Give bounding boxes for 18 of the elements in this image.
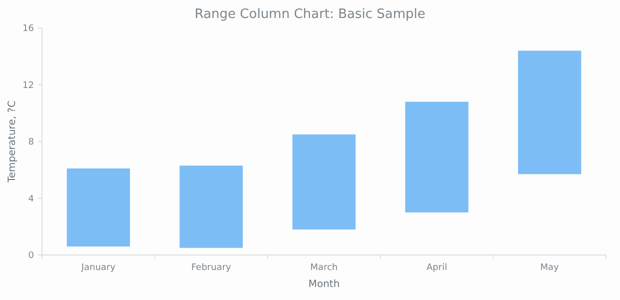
x-tick-label: March (310, 263, 338, 273)
y-axis-title: Temperature, ?C (7, 100, 18, 184)
bar (180, 166, 243, 248)
y-tick-label: 16 (22, 24, 34, 34)
bar (292, 134, 356, 230)
bar (405, 102, 468, 212)
x-tick-label: April (426, 263, 448, 273)
x-tick-label: February (191, 263, 232, 273)
y-tick-label: 12 (22, 80, 34, 91)
bar (66, 168, 130, 246)
y-tick-label: 8 (28, 138, 34, 148)
y-tick-label: 0 (28, 251, 34, 262)
x-tick-label: May (540, 263, 560, 273)
x-axis-title: Month (308, 279, 340, 290)
y-tick-label: 4 (28, 194, 34, 204)
bar (518, 50, 582, 174)
chart-title: Range Column Chart: Basic Sample (194, 7, 426, 22)
x-tick-label: January (80, 263, 116, 273)
